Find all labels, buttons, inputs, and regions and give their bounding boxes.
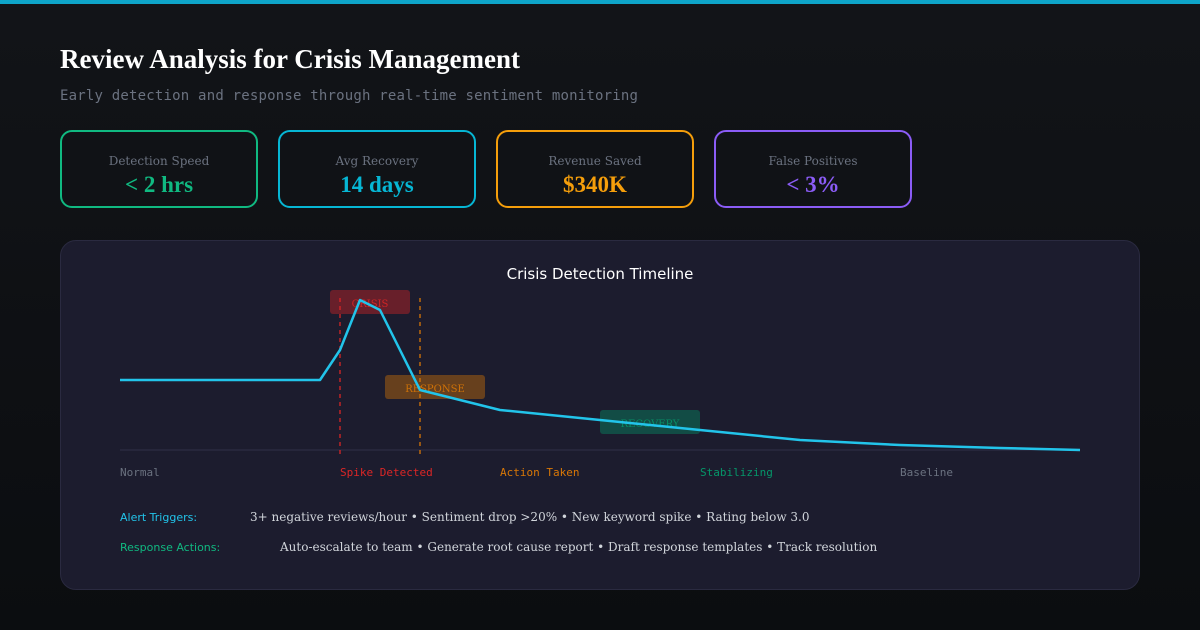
metric-cards: Detection Speed < 2 hrs Avg Recovery 14 … <box>60 130 912 208</box>
metric-card-revenue-saved: Revenue Saved $340K <box>496 130 694 208</box>
alert-triggers-text: 3+ negative reviews/hour • Sentiment dro… <box>250 510 810 524</box>
response-actions-label: Response Actions: <box>120 541 221 554</box>
metric-card-avg-recovery: Avg Recovery 14 days <box>278 130 476 208</box>
phase-label-normal: Normal <box>120 466 160 479</box>
alert-triggers-label: Alert Triggers: <box>120 511 198 524</box>
page-title: Review Analysis for Crisis Management <box>60 44 520 74</box>
timeline-panel <box>60 240 1140 590</box>
phase-label-baseline: Baseline <box>900 466 953 479</box>
metric-label: False Positives <box>768 154 858 168</box>
metric-card-detection-speed: Detection Speed < 2 hrs <box>60 130 258 208</box>
annotation-box-response <box>385 375 485 399</box>
metric-value: $340K <box>563 172 627 197</box>
page-subtitle: Early detection and response through rea… <box>60 88 639 104</box>
response-actions-text: Auto-escalate to team • Generate root ca… <box>280 540 878 554</box>
metric-label: Avg Recovery <box>335 154 419 168</box>
chart-title: Crisis Detection Timeline <box>506 265 694 283</box>
phase-label-stabilizing: Stabilizing <box>700 466 773 479</box>
metric-value: < 3% <box>786 172 840 197</box>
metric-label: Revenue Saved <box>548 154 642 168</box>
annotation-box-crisis <box>330 290 410 314</box>
metric-value: 14 days <box>340 172 414 197</box>
metric-label: Detection Speed <box>108 154 210 168</box>
metric-card-false-positives: False Positives < 3% <box>714 130 912 208</box>
annotation-label-response: RESPONSE <box>405 384 465 395</box>
phase-label-spike-detected: Spike Detected <box>340 466 433 479</box>
top-accent-bar <box>0 0 1200 4</box>
phase-label-action-taken: Action Taken <box>500 466 579 479</box>
metric-value: < 2 hrs <box>124 172 194 197</box>
sentiment-line <box>120 298 1081 452</box>
